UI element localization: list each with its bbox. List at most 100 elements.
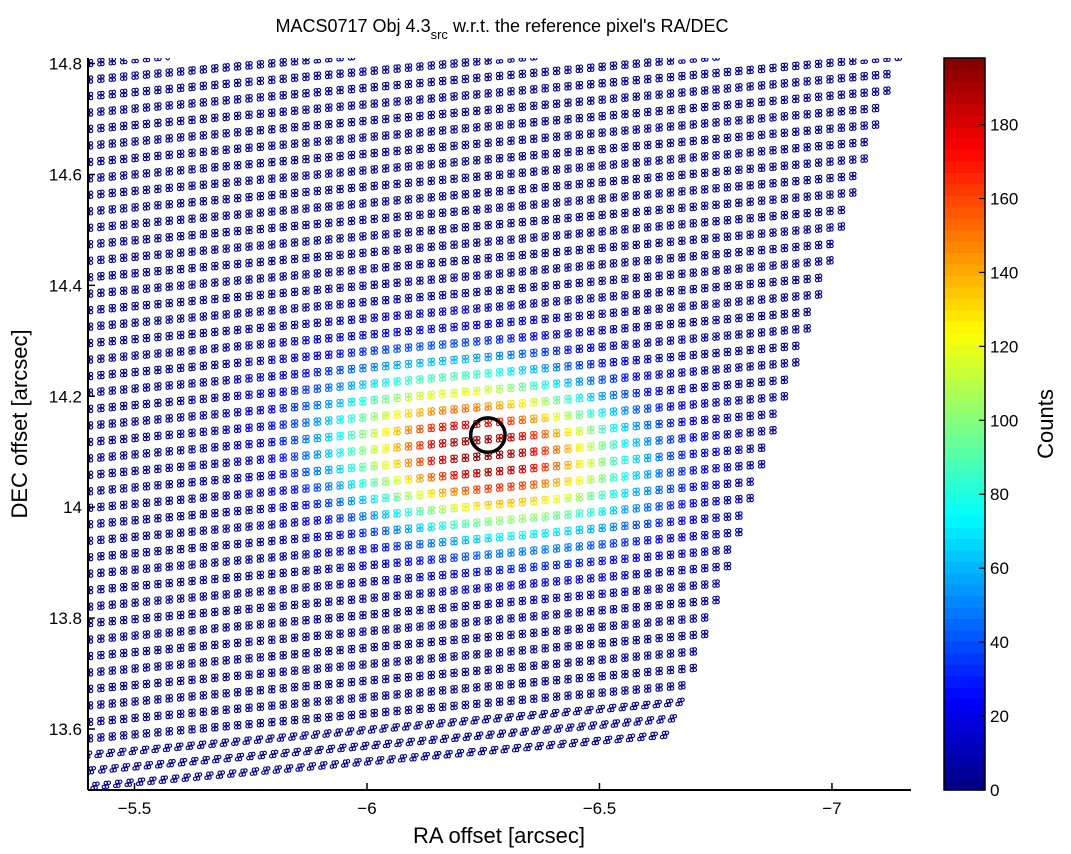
data-point [646,671,652,677]
data-point [88,602,94,607]
data-point [259,471,265,477]
data-point [469,751,474,757]
data-point [350,467,356,473]
data-point [214,426,219,431]
data-point [419,576,424,582]
data-point [373,432,379,438]
data-point [590,561,595,566]
data-point [487,537,492,543]
data-point [567,596,572,601]
data-point [168,697,174,703]
data-point [578,595,584,600]
data-point [601,395,606,401]
data-point [612,427,618,433]
data-point [533,467,538,473]
data-point [350,566,356,571]
data-point [521,547,527,552]
data-point [157,662,162,667]
data-point [396,562,401,567]
data-point [350,434,356,440]
data-point [624,669,629,675]
data-point [658,551,663,556]
data-point [293,719,299,725]
data-point [202,447,208,453]
data-point [635,573,641,579]
data-point [311,762,317,767]
data-point [305,422,310,427]
data-point [419,704,424,710]
data-point [692,667,698,673]
data-point [543,709,549,715]
data-point [259,607,265,612]
data-point [345,759,351,764]
data-point [681,648,686,653]
data-point [760,430,766,436]
data-point [373,478,379,483]
data-point [305,570,310,575]
data-point [669,570,675,576]
data-point [692,387,698,393]
data-point [362,548,367,554]
data-point [681,417,686,423]
data-point [612,510,618,515]
data-point [464,535,470,541]
data-point [544,578,549,583]
data-point [271,557,276,562]
data-point [145,481,151,487]
data-point [271,622,276,628]
data-point [464,651,470,656]
data-point [248,657,253,663]
data-point [248,427,253,432]
data-point [464,506,470,512]
data-point [521,666,527,671]
data-point [612,604,618,610]
data-point [282,601,287,606]
data-point [590,656,595,661]
data-point [476,538,481,544]
data-point [658,403,663,408]
data-point [384,427,390,433]
data-point [715,402,720,407]
data-point [453,573,458,579]
data-point [168,681,174,687]
data-point [658,522,663,527]
data-point [407,491,413,496]
data-point [305,504,310,510]
data-point [202,443,208,449]
data-point [669,521,675,526]
data-point [350,578,356,584]
data-point [179,548,185,554]
data-point [362,450,367,455]
data-point [236,638,242,643]
data-point [681,536,686,542]
data-point [191,514,196,520]
data-point [157,501,162,506]
data-point [225,676,230,681]
data-point [738,432,743,438]
data-point [510,552,515,557]
data-point [316,668,322,673]
data-point [328,531,333,537]
data-point [555,432,561,438]
data-point [271,672,276,677]
data-point [362,466,367,472]
data-point [738,445,743,450]
data-point [669,533,675,539]
data-point [532,710,537,716]
data-point [248,571,253,577]
data-point [601,461,606,467]
data-point [373,708,379,714]
data-point [738,396,743,401]
data-point [498,582,504,587]
data-point [453,606,458,612]
data-point [555,498,561,504]
data-point [373,531,379,536]
data-point [192,760,197,766]
data-point [214,558,219,563]
data-point [498,651,504,657]
data-point [145,732,151,738]
data-point [590,643,595,649]
data-point [328,515,333,520]
data-point [190,741,195,746]
data-point [464,700,470,705]
